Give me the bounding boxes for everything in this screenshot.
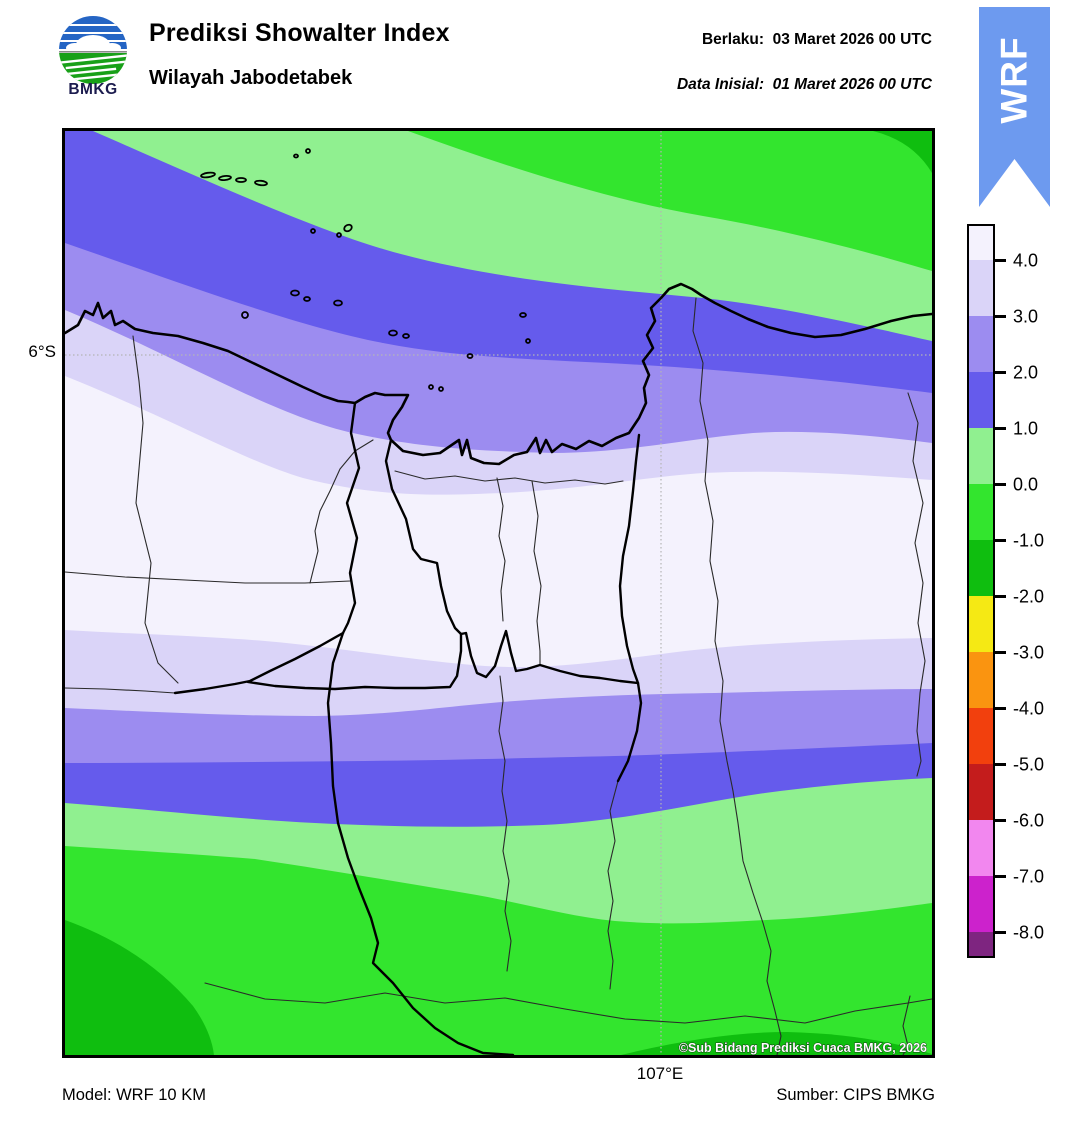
colorbar-tick	[995, 651, 1006, 654]
colorbar	[967, 224, 995, 958]
colorbar-tick	[995, 763, 1006, 766]
islands	[200, 148, 531, 392]
colorbar-tick-label: 3.0	[1013, 306, 1039, 326]
contour-bands-bottom	[65, 630, 932, 1055]
colorbar-tick-label: -6.0	[1013, 810, 1045, 830]
valid-time-value: 03 Maret 2026 00 UTC	[772, 31, 932, 48]
colorbar-segment	[969, 596, 993, 652]
initial-time-label: Data Inisial:	[676, 76, 764, 93]
colorbar-tick-label: 1.0	[1013, 418, 1039, 438]
colorbar-tick	[995, 259, 1006, 262]
colorbar-tick	[995, 875, 1006, 878]
showalter-map: ©Sub Bidang Prediksi Cuaca BMKG, 2026	[65, 131, 932, 1055]
colorbar-tick	[995, 315, 1006, 318]
colorbar-segment	[969, 428, 993, 484]
colorbar-tick	[995, 427, 1006, 430]
latitude-tick-label: 6°S	[28, 342, 56, 361]
colorbar-segment	[969, 316, 993, 372]
colorbar-tick-label: -4.0	[1013, 698, 1045, 718]
graticule	[65, 131, 932, 1055]
longitude-tick-label: 107°E	[636, 1064, 684, 1083]
initial-time-line: Data Inisial: 01 Maret 2026 00 UTC	[677, 76, 932, 94]
colorbar-segment	[969, 226, 993, 260]
colorbar-segment	[969, 652, 993, 708]
colorbar-tick-label: 2.0	[1013, 362, 1039, 382]
colorbar-tick	[995, 539, 1006, 542]
colorbar-tick	[995, 483, 1006, 486]
colorbar-segment	[969, 260, 993, 316]
copyright-watermark: ©Sub Bidang Prediksi Cuaca BMKG, 2026	[679, 1041, 927, 1055]
colorbar-tick	[995, 819, 1006, 822]
wrf-ribbon: WRF	[979, 7, 1050, 207]
colorbar-tick-label: -7.0	[1013, 866, 1045, 886]
coastline	[65, 282, 932, 466]
colorbar-tick-label: -3.0	[1013, 642, 1045, 662]
colorbar-tick-label: 4.0	[1013, 250, 1039, 270]
valid-time-line: Berlaku: 03 Maret 2026 00 UTC	[702, 31, 932, 49]
map-canvas: ©Sub Bidang Prediksi Cuaca BMKG, 2026	[62, 128, 935, 1058]
province-boundaries	[173, 401, 643, 1055]
bmkg-logo	[59, 16, 127, 84]
valid-time-label: Berlaku:	[701, 31, 764, 48]
source-label: Sumber: CIPS BMKG	[776, 1086, 935, 1104]
colorbar-segment	[969, 820, 993, 876]
colorbar-tick	[995, 371, 1006, 374]
colorbar-tick-label: -8.0	[1013, 922, 1045, 942]
colorbar-segment	[969, 484, 993, 540]
bmkg-logo-label: BMKG	[68, 81, 118, 98]
contour-bands-top	[65, 131, 932, 495]
wrf-ribbon-label: WRF	[993, 36, 1035, 124]
colorbar-tick	[995, 595, 1006, 598]
colorbar-tick-label: -1.0	[1013, 530, 1045, 550]
colorbar-segment	[969, 876, 993, 932]
colorbar-tick	[995, 931, 1006, 934]
page-title: Prediksi Showalter Index	[149, 19, 450, 47]
colorbar-segment	[969, 372, 993, 428]
colorbar-tick	[995, 707, 1006, 710]
initial-time-value: 01 Maret 2026 00 UTC	[772, 76, 932, 93]
colorbar-tick-label: -2.0	[1013, 586, 1045, 606]
page-subtitle: Wilayah Jabodetabek	[149, 67, 353, 89]
colorbar-segment	[969, 540, 993, 596]
colorbar-segment	[969, 932, 993, 956]
colorbar-tick-label: 0.0	[1013, 474, 1039, 494]
colorbar-tick-label: -5.0	[1013, 754, 1045, 774]
model-label: Model: WRF 10 KM	[62, 1086, 206, 1104]
colorbar-segment	[969, 764, 993, 820]
colorbar-segment	[969, 708, 993, 764]
district-boundaries	[65, 297, 932, 1055]
